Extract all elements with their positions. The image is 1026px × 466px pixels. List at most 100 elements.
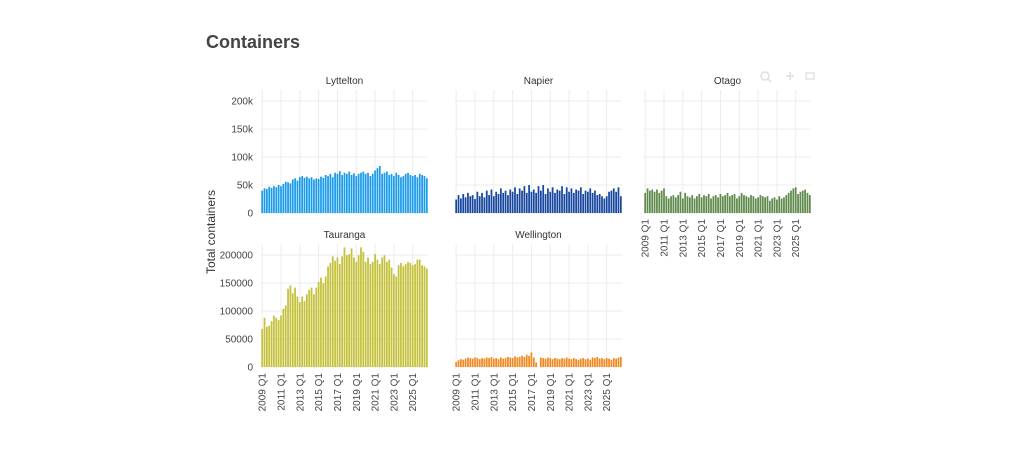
bar-lyttelton[interactable] — [345, 173, 348, 213]
bar-tauranga[interactable] — [341, 256, 344, 367]
bar-napier[interactable] — [615, 191, 617, 213]
bar-wellington[interactable] — [572, 358, 575, 367]
bar-lyttelton[interactable] — [308, 178, 311, 213]
bar-wellington[interactable] — [523, 356, 526, 367]
bar-lyttelton[interactable] — [268, 186, 271, 213]
bar-tauranga[interactable] — [383, 255, 386, 367]
bar-otago[interactable] — [761, 196, 764, 213]
pan-icon[interactable] — [786, 72, 794, 80]
bar-tauranga[interactable] — [315, 287, 318, 367]
bar-napier[interactable] — [561, 186, 563, 213]
bar-tauranga[interactable] — [395, 276, 398, 367]
bar-wellington[interactable] — [617, 357, 620, 367]
bar-otago[interactable] — [719, 193, 722, 213]
bar-lyttelton[interactable] — [421, 174, 423, 213]
bar-tauranga[interactable] — [421, 265, 423, 367]
bar-napier[interactable] — [596, 195, 599, 213]
bar-otago[interactable] — [771, 198, 774, 213]
panel-lyttelton[interactable]: Lyttelton 0 50k 100k 150k 200k — [231, 76, 428, 220]
bar-wellington[interactable] — [584, 359, 587, 367]
bar-napier[interactable] — [530, 191, 533, 213]
bar-wellington[interactable] — [518, 356, 521, 367]
bar-napier[interactable] — [492, 196, 495, 213]
bar-tauranga[interactable] — [411, 265, 414, 367]
bar-lyttelton[interactable] — [404, 173, 407, 213]
bar-tauranga[interactable] — [357, 255, 360, 367]
bar-otago[interactable] — [785, 195, 788, 213]
bar-wellington[interactable] — [601, 358, 603, 367]
bar-napier[interactable] — [556, 189, 559, 213]
bar-tauranga[interactable] — [303, 301, 306, 367]
bar-otago[interactable] — [792, 188, 795, 213]
bar-otago[interactable] — [766, 196, 769, 213]
bar-tauranga[interactable] — [308, 289, 311, 367]
bar-otago[interactable] — [653, 191, 656, 213]
bar-wellington[interactable] — [587, 358, 589, 367]
bar-otago[interactable] — [799, 191, 802, 213]
bar-napier[interactable] — [528, 185, 530, 213]
bar-otago[interactable] — [665, 196, 668, 213]
bar-napier[interactable] — [601, 196, 603, 213]
bar-wellington[interactable] — [483, 358, 486, 367]
bar-tauranga[interactable] — [378, 264, 381, 367]
bar-lyttelton[interactable] — [320, 176, 322, 213]
bar-wellington[interactable] — [490, 356, 493, 367]
reset-icon[interactable] — [805, 72, 815, 80]
bar-tauranga[interactable] — [397, 265, 400, 367]
bar-lyttelton[interactable] — [301, 176, 304, 213]
bar-lyttelton[interactable] — [336, 173, 339, 213]
bar-lyttelton[interactable] — [324, 174, 327, 213]
bar-tauranga[interactable] — [407, 261, 409, 367]
bar-napier[interactable] — [544, 193, 547, 213]
bar-lyttelton[interactable] — [390, 173, 393, 213]
bar-otago[interactable] — [794, 187, 797, 213]
bar-wellington[interactable] — [542, 358, 545, 367]
bar-wellington[interactable] — [563, 358, 566, 367]
bar-wellington[interactable] — [476, 358, 479, 367]
bar-lyttelton[interactable] — [305, 176, 308, 213]
bar-tauranga[interactable] — [374, 254, 376, 367]
panel-otago[interactable]: Otago 2009 Q1 2011 Q1 2013 Q1 2015 Q1 2017 Q1… — [641, 76, 811, 257]
bar-otago[interactable] — [738, 196, 741, 213]
bar-napier[interactable] — [499, 188, 502, 213]
bar-wellington[interactable] — [608, 358, 610, 367]
bar-wellington[interactable] — [457, 360, 460, 367]
bar-lyttelton[interactable] — [291, 179, 294, 213]
bar-lyttelton[interactable] — [338, 171, 341, 213]
bar-napier[interactable] — [509, 189, 512, 213]
bar-lyttelton[interactable] — [289, 183, 292, 213]
bar-napier[interactable] — [464, 197, 467, 213]
bar-napier[interactable] — [568, 191, 570, 213]
bar-tauranga[interactable] — [273, 315, 275, 367]
bar-napier[interactable] — [485, 190, 488, 213]
bar-wellington[interactable] — [488, 358, 490, 367]
bar-otago[interactable] — [649, 190, 651, 213]
bar-wellington[interactable] — [594, 358, 596, 367]
bar-tauranga[interactable] — [336, 257, 339, 367]
bar-tauranga[interactable] — [266, 326, 268, 367]
bar-tauranga[interactable] — [261, 328, 264, 367]
bar-otago[interactable] — [778, 196, 781, 213]
bar-tauranga[interactable] — [296, 296, 299, 367]
bar-otago[interactable] — [752, 196, 755, 213]
bar-otago[interactable] — [773, 197, 776, 213]
bar-napier[interactable] — [511, 191, 514, 213]
bar-napier[interactable] — [558, 190, 561, 213]
bar-napier[interactable] — [525, 192, 528, 213]
bar-otago[interactable] — [804, 189, 806, 213]
bar-tauranga[interactable] — [268, 325, 271, 367]
bar-tauranga[interactable] — [388, 259, 391, 367]
bar-lyttelton[interactable] — [357, 173, 360, 213]
bar-lyttelton[interactable] — [280, 186, 282, 213]
bar-tauranga[interactable] — [353, 257, 355, 367]
bar-tauranga[interactable] — [350, 248, 353, 367]
bar-lyttelton[interactable] — [273, 186, 275, 213]
bar-otago[interactable] — [691, 195, 694, 213]
bar-wellington[interactable] — [499, 357, 502, 367]
bar-napier[interactable] — [582, 193, 585, 213]
bar-napier[interactable] — [549, 191, 552, 213]
panel-wellington[interactable]: Wellington 2009 Q1 2011 Q1 2013 Q1 2015 Q1 20… — [452, 230, 622, 411]
bar-napier[interactable] — [460, 198, 462, 213]
bar-tauranga[interactable] — [320, 277, 322, 367]
bar-tauranga[interactable] — [416, 259, 419, 367]
